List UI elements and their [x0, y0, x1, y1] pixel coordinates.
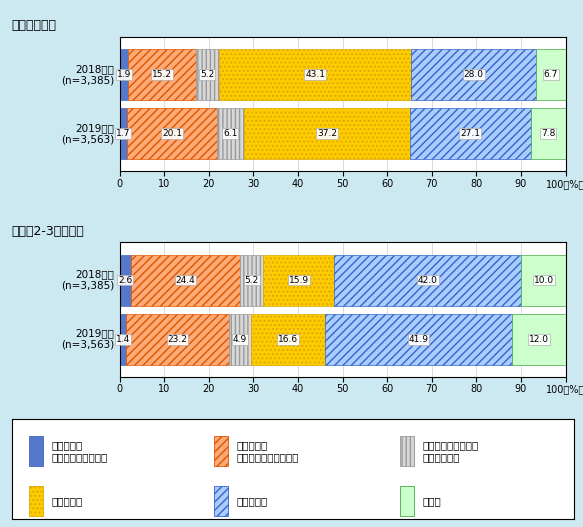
Text: 42.0: 42.0 [418, 276, 438, 285]
Bar [240, 255, 263, 306]
Text: 24.4: 24.4 [175, 276, 195, 285]
Text: 10.0: 10.0 [533, 276, 554, 285]
FancyBboxPatch shape [29, 486, 43, 516]
Text: 6.7: 6.7 [544, 70, 558, 79]
Text: 影響はない: 影響はない [51, 496, 82, 506]
Text: 37.2: 37.2 [317, 129, 337, 138]
FancyBboxPatch shape [400, 436, 414, 466]
Bar [217, 108, 244, 159]
Bar [521, 255, 566, 306]
Text: 20.1: 20.1 [162, 129, 182, 138]
Text: 4.9: 4.9 [233, 335, 247, 344]
Bar [196, 49, 219, 100]
Bar [131, 255, 240, 306]
Bar [126, 314, 229, 365]
FancyBboxPatch shape [29, 436, 43, 466]
Text: 無回答: 無回答 [422, 496, 441, 506]
Bar [334, 255, 521, 306]
Text: プラスとマイナスの
影響が同程度: プラスとマイナスの 影響が同程度 [422, 440, 479, 462]
Bar [244, 108, 410, 159]
Text: わからない: わからない [237, 496, 268, 506]
Text: 43.1: 43.1 [305, 70, 325, 79]
Bar [120, 255, 131, 306]
Text: 5.2: 5.2 [200, 70, 215, 79]
Text: 28.0: 28.0 [463, 70, 484, 79]
FancyBboxPatch shape [214, 436, 229, 466]
Text: 12.0: 12.0 [529, 335, 549, 344]
Bar [531, 108, 566, 159]
Text: 23.2: 23.2 [167, 335, 187, 344]
Bar [219, 49, 411, 100]
Text: 6.1: 6.1 [223, 129, 237, 138]
Bar [128, 49, 196, 100]
Text: 1.4: 1.4 [115, 335, 130, 344]
Bar [127, 108, 217, 159]
Bar [512, 314, 566, 365]
Bar [229, 314, 251, 365]
FancyBboxPatch shape [214, 486, 229, 516]
Text: 5.2: 5.2 [244, 276, 259, 285]
Bar [263, 255, 334, 306]
Text: 15.2: 15.2 [152, 70, 172, 79]
Bar [120, 49, 128, 100]
Text: ＜調査時点＞: ＜調査時点＞ [12, 19, 57, 32]
Text: 2.6: 2.6 [118, 276, 132, 285]
Text: 7.8: 7.8 [541, 129, 555, 138]
Text: ＜今後2-3年程度＞: ＜今後2-3年程度＞ [12, 226, 85, 238]
Text: 16.6: 16.6 [278, 335, 298, 344]
Bar [325, 314, 512, 365]
Text: 41.9: 41.9 [409, 335, 429, 344]
Text: 1.7: 1.7 [116, 129, 131, 138]
Bar [410, 108, 531, 159]
Bar [251, 314, 325, 365]
Text: 全体として
プラスの影響がある: 全体として プラスの影響がある [51, 440, 107, 462]
Text: 15.9: 15.9 [289, 276, 308, 285]
Text: 27.1: 27.1 [461, 129, 480, 138]
FancyBboxPatch shape [400, 486, 414, 516]
Text: 1.9: 1.9 [117, 70, 131, 79]
Bar [120, 108, 127, 159]
Text: 全体として
マイナスの影響がある: 全体として マイナスの影響がある [237, 440, 299, 462]
Bar [120, 314, 126, 365]
Bar [536, 49, 566, 100]
Bar [411, 49, 536, 100]
